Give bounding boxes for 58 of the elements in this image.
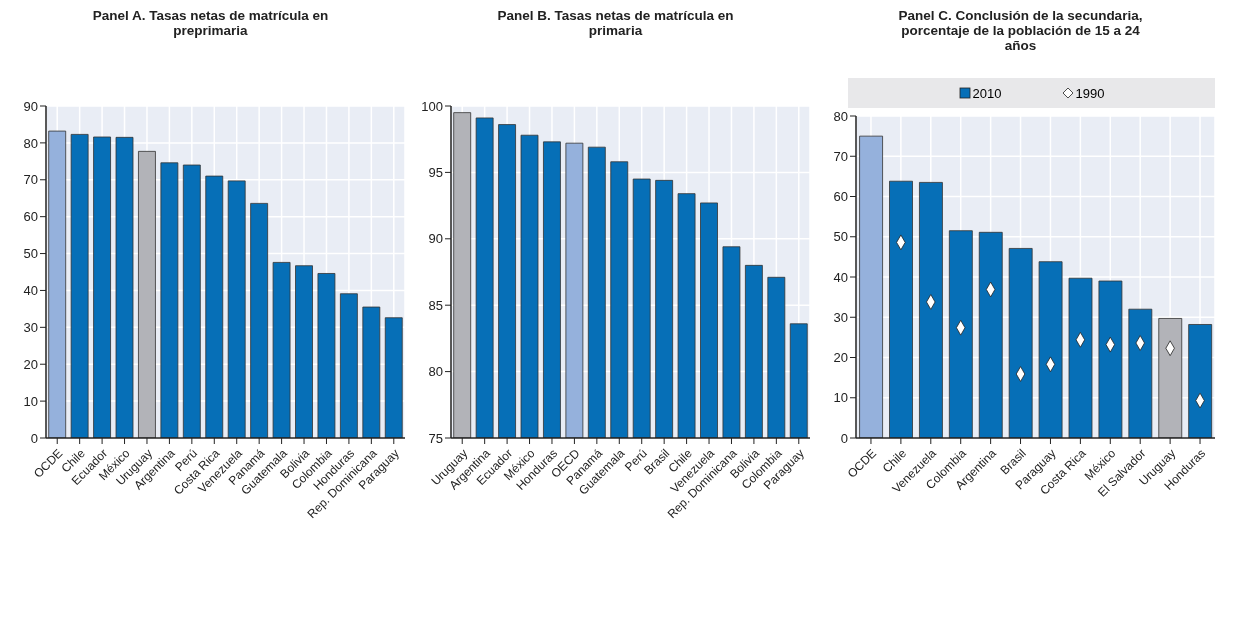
y-tick-label: 60 (833, 189, 848, 205)
bar (250, 202, 269, 438)
y-tick-label: 60 (23, 209, 38, 225)
bar (978, 231, 1003, 438)
bar (93, 136, 111, 438)
y-tick-label: 90 (23, 98, 38, 114)
legend-label: 1990 (1075, 85, 1105, 101)
y-tick-label: 20 (23, 356, 38, 372)
chart-title: Panel B. Tasas netas de matrícula en primaria (496, 8, 735, 40)
y-tick-label: 85 (428, 297, 443, 313)
y-tick-label: 0 (840, 430, 848, 446)
y-tick-label: 30 (23, 319, 38, 335)
y-tick-label: 50 (23, 246, 38, 262)
y-tick-label: 80 (428, 364, 443, 380)
bar (1068, 277, 1093, 438)
bar (272, 262, 291, 438)
y-tick-label: 80 (23, 135, 38, 151)
bar (138, 150, 156, 438)
chart-title: Panel C. Conclusión de la secundaria, porcentaje de la población de 15 a 24 años (897, 8, 1144, 55)
y-tick-label: 40 (23, 283, 38, 299)
bar (182, 164, 201, 438)
y-tick-label: 100 (421, 98, 443, 114)
bar (339, 293, 358, 438)
bar (384, 317, 403, 438)
bar (919, 182, 943, 438)
bar (1008, 248, 1033, 438)
bar (70, 134, 89, 438)
chart-title: Panel A. Tasas netas de matrícula en preprimaria (91, 8, 330, 40)
y-tick-label: 70 (23, 172, 38, 188)
y-tick-label: 95 (428, 165, 443, 181)
bar (317, 273, 336, 438)
y-tick-label: 40 (833, 269, 848, 285)
bar (1128, 308, 1153, 438)
bar (1098, 280, 1123, 438)
bar (1188, 324, 1213, 438)
y-tick-label: 10 (833, 390, 848, 406)
y-tick-label: 10 (23, 393, 38, 409)
bar (859, 135, 883, 438)
bar (295, 265, 313, 438)
y-tick-label: 50 (833, 229, 848, 245)
bar (1158, 318, 1183, 438)
bar (160, 162, 179, 438)
bar (948, 230, 973, 438)
legend-label: 2010 (972, 85, 1002, 101)
y-tick-label: 80 (833, 108, 848, 124)
y-tick-label: 20 (833, 350, 848, 366)
y-tick-label: 0 (30, 430, 38, 446)
y-tick-label: 30 (833, 309, 848, 325)
bar (115, 136, 134, 438)
bar (227, 180, 246, 438)
bar (48, 130, 67, 438)
bar (205, 175, 224, 438)
y-tick-label: 90 (428, 231, 443, 247)
bar (889, 180, 913, 438)
bar (362, 306, 381, 438)
y-tick-label: 75 (428, 430, 443, 446)
bar (1038, 261, 1063, 438)
y-tick-label: 70 (833, 148, 848, 164)
